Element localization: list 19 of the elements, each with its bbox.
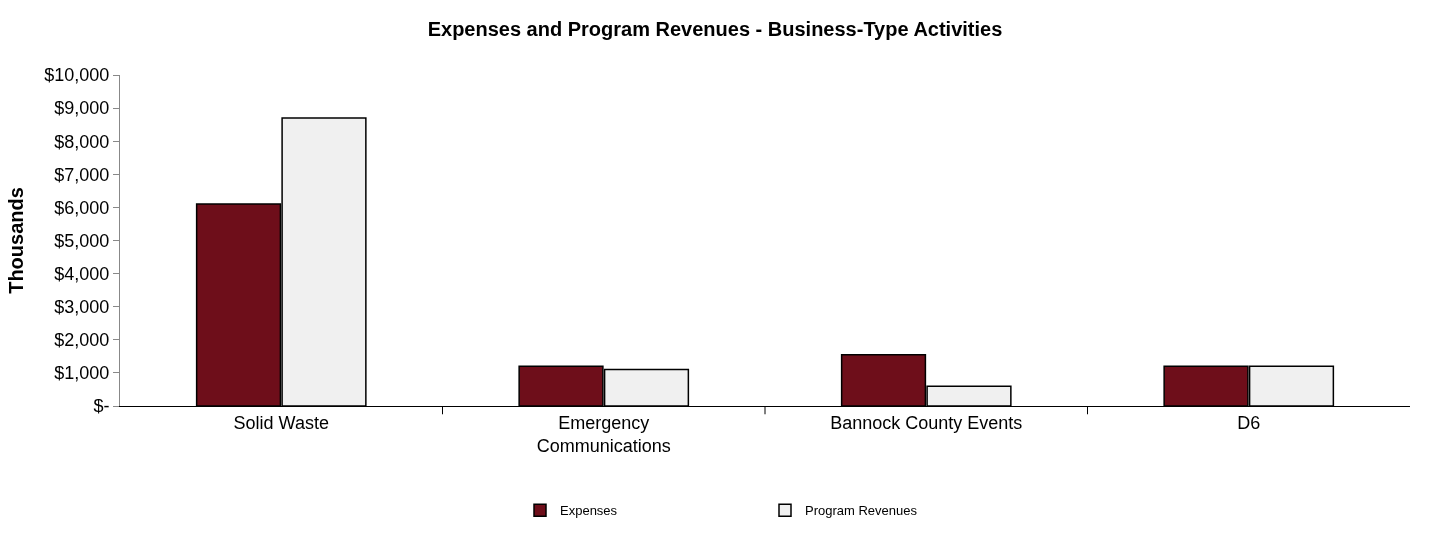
y-tick-label: $8,000	[54, 131, 110, 152]
y-tick-label: $6,000	[54, 197, 110, 218]
y-tick-label: $-	[93, 396, 110, 417]
y-tick-label: $4,000	[54, 263, 110, 284]
y-tick-label: $2,000	[54, 330, 110, 351]
y-tick-label: $10,000	[44, 65, 110, 86]
y-tick-label: $3,000	[54, 297, 110, 317]
x-tick-label: Emergency Communications	[536, 412, 671, 456]
legend-label: Program Revenues	[805, 503, 918, 519]
y-tick-label: $9,000	[54, 98, 110, 119]
x-tick-label: Solid Waste	[233, 412, 329, 433]
y-axis-title: Thousands	[4, 187, 27, 294]
y-tick-label: $7,000	[54, 164, 110, 185]
legend-label: Expenses	[560, 503, 618, 519]
x-tick-label: D6	[1237, 412, 1261, 433]
y-tick-label: $1,000	[54, 363, 110, 384]
chart-title: Expenses and Program Revenues - Business-Type Activities	[427, 17, 1003, 40]
x-tick-label: Bannock County Events	[830, 412, 1023, 433]
y-tick-label: $5,000	[54, 230, 110, 251]
